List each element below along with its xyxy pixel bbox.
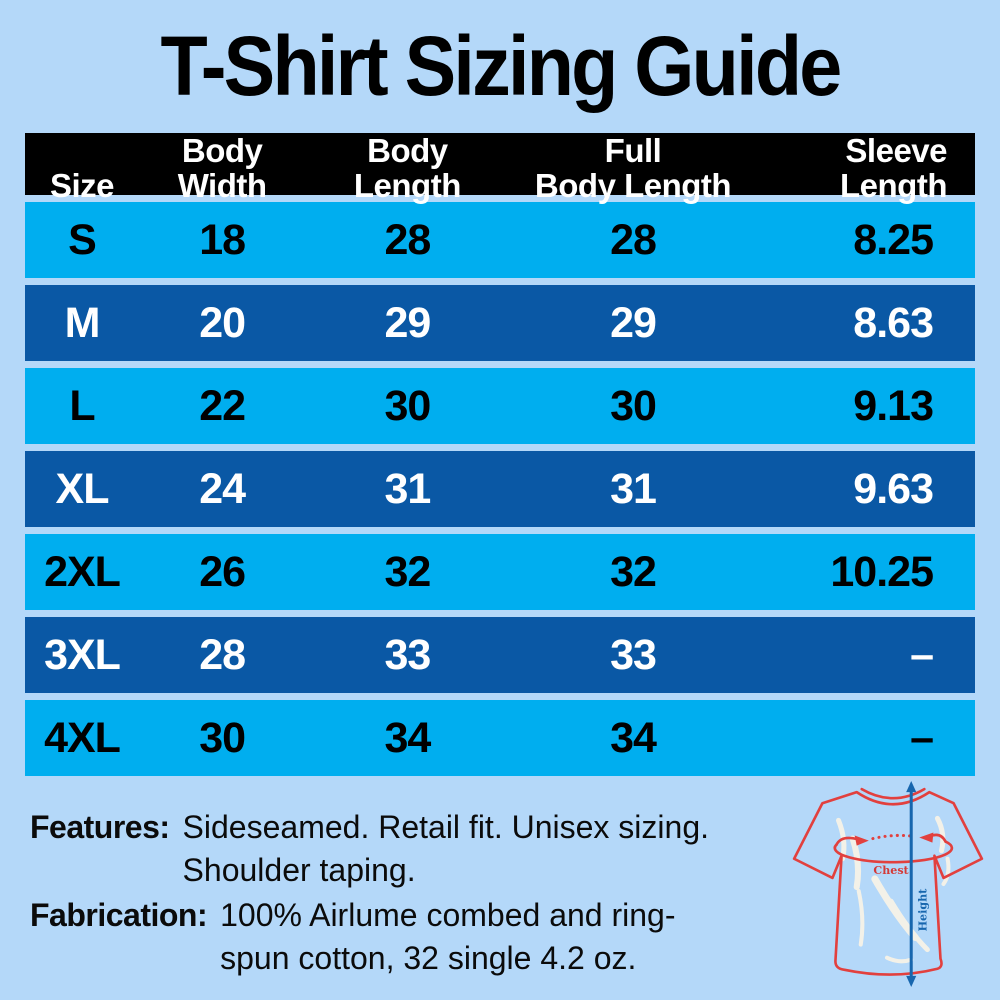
chest-arrow-left bbox=[854, 835, 869, 846]
body-width-cell: 22 bbox=[199, 381, 246, 430]
sleeve-length-cell: – bbox=[910, 630, 934, 679]
table-row-l: L 22 30 30 9.13 bbox=[25, 368, 975, 444]
features-note: Features: Sideseamed. Retail fit. Unisex… bbox=[30, 806, 709, 892]
sleeve-length-cell: 9.13 bbox=[853, 381, 934, 430]
body-length-cell: 32 bbox=[384, 547, 431, 596]
tshirt-outline bbox=[792, 787, 984, 976]
table-row-m: M 20 29 29 8.63 bbox=[25, 285, 975, 361]
features-line2: Shoulder taping. bbox=[182, 852, 416, 888]
sleeve-length-cell: 8.63 bbox=[853, 298, 934, 347]
fabrication-text: 100% Airlume combed and ring- spun cotto… bbox=[220, 894, 675, 980]
features-text: Sideseamed. Retail fit. Unisex sizing. S… bbox=[183, 806, 709, 892]
sleeve-length-cell: 8.25 bbox=[853, 215, 934, 264]
height-label: Height bbox=[916, 888, 929, 932]
body-width-cell: 28 bbox=[199, 630, 246, 679]
body-width-cell: 20 bbox=[199, 298, 246, 347]
body-length-cell: 30 bbox=[384, 381, 431, 430]
sleeve-length-cell: 10.25 bbox=[830, 547, 934, 596]
body-width-cell: 26 bbox=[199, 547, 246, 596]
column-header-full-body-length: Full Body Length bbox=[534, 132, 732, 204]
size-table: Size Body Width Body Length Full Body Le… bbox=[25, 133, 975, 776]
table-row-s: S 18 28 28 8.25 bbox=[25, 202, 975, 278]
page-title: T-Shirt Sizing Guide bbox=[0, 18, 1000, 115]
tshirt-measurement-illustration: Chest Height bbox=[792, 781, 984, 987]
body-length-cell: 34 bbox=[384, 713, 431, 762]
table-row-3xl: 3XL 28 33 33 – bbox=[25, 617, 975, 693]
collar-inner-line bbox=[860, 787, 926, 800]
size-cell: S bbox=[68, 215, 97, 264]
chest-arrow-right bbox=[919, 832, 934, 843]
full-body-length-cell: 30 bbox=[610, 381, 657, 430]
size-cell: 2XL bbox=[44, 547, 121, 596]
fabrication-note: Fabrication: 100% Airlume combed and rin… bbox=[30, 894, 675, 980]
body-length-cell: 31 bbox=[384, 464, 431, 513]
full-body-length-cell: 34 bbox=[610, 713, 657, 762]
column-header-sleeve-length: Sleeve Length bbox=[840, 132, 947, 204]
fabrication-line1: 100% Airlume combed and ring- bbox=[220, 897, 676, 933]
features-label: Features: bbox=[30, 809, 170, 845]
table-row-xl: XL 24 31 31 9.63 bbox=[25, 451, 975, 527]
body-width-cell: 30 bbox=[199, 713, 246, 762]
full-body-length-cell: 32 bbox=[610, 547, 657, 596]
size-cell: 3XL bbox=[44, 630, 121, 679]
sleeve-length-cell: – bbox=[910, 713, 934, 762]
body-length-cell: 33 bbox=[384, 630, 431, 679]
height-measure-arrow bbox=[906, 781, 917, 987]
body-length-cell: 28 bbox=[384, 215, 431, 264]
features-line1: Sideseamed. Retail fit. Unisex sizing. bbox=[182, 809, 709, 845]
size-cell: 4XL bbox=[44, 713, 121, 762]
column-header-body-length: Body Length bbox=[353, 132, 461, 204]
column-header-body-width: Body Width bbox=[177, 132, 267, 204]
table-row-4xl: 4XL 30 34 34 – bbox=[25, 700, 975, 776]
full-body-length-cell: 31 bbox=[610, 464, 657, 513]
full-body-length-cell: 29 bbox=[610, 298, 657, 347]
table-header-row: Size Body Width Body Length Full Body Le… bbox=[25, 133, 975, 203]
fabrication-label: Fabrication: bbox=[30, 897, 208, 933]
chest-label: Chest bbox=[873, 864, 909, 877]
table-row-2xl: 2XL 26 32 32 10.25 bbox=[25, 534, 975, 610]
body-width-cell: 18 bbox=[199, 215, 246, 264]
size-cell: XL bbox=[55, 464, 110, 513]
size-cell: L bbox=[69, 381, 95, 430]
size-cell: M bbox=[64, 298, 101, 347]
page-title-text: T-Shirt Sizing Guide bbox=[160, 19, 843, 113]
body-length-cell: 29 bbox=[384, 298, 431, 347]
fabrication-line2: spun cotton, 32 single 4.2 oz. bbox=[220, 940, 637, 976]
sleeve-length-cell: 9.63 bbox=[853, 464, 934, 513]
body-width-cell: 24 bbox=[199, 464, 246, 513]
full-body-length-cell: 33 bbox=[610, 630, 657, 679]
full-body-length-cell: 28 bbox=[610, 215, 657, 264]
column-header-size: Size bbox=[49, 167, 115, 204]
